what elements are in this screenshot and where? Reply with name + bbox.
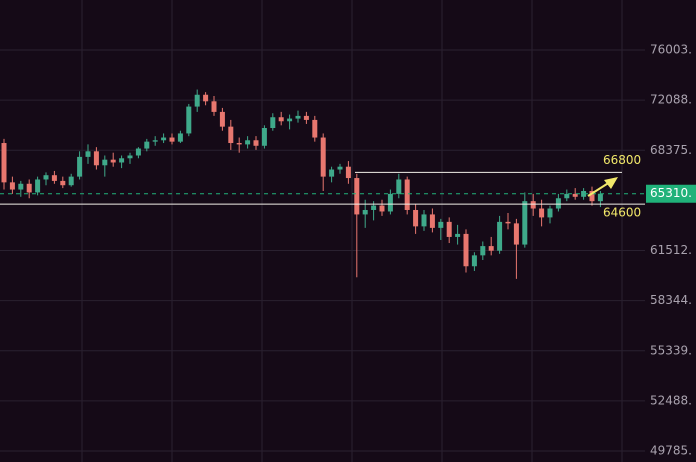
candle-body — [513, 223, 519, 245]
candle-body — [329, 169, 335, 177]
candle-body — [43, 175, 49, 180]
candle-body — [438, 221, 444, 228]
candle-body — [194, 94, 200, 107]
candle-body — [413, 209, 419, 227]
candle-body — [455, 233, 461, 237]
y-tick-label: 72088. — [650, 93, 692, 107]
candle-body — [26, 183, 32, 193]
candle-body — [597, 193, 603, 202]
candle-body — [1, 143, 7, 183]
candle-body — [35, 179, 41, 193]
y-tick-label: 55339. — [650, 343, 692, 357]
annotation-arrow — [587, 181, 611, 197]
candle-body — [169, 137, 175, 142]
candle-body — [379, 205, 385, 212]
candle-body — [497, 221, 503, 251]
last-price-tag — [646, 184, 696, 203]
candle-body — [68, 176, 74, 186]
level-label: 64600 — [603, 206, 641, 220]
candle-body — [539, 208, 545, 218]
annotation-arrowhead — [604, 177, 618, 189]
vertical-grid — [81, 0, 623, 462]
candle-body — [320, 137, 326, 177]
candle-body — [203, 94, 209, 102]
candle-body — [522, 201, 528, 245]
candle-body — [236, 143, 242, 145]
candle-body — [261, 128, 267, 146]
candle-body — [345, 166, 351, 179]
candle-body — [253, 140, 259, 146]
candle-body — [211, 101, 217, 112]
candle-body — [77, 156, 83, 177]
candle-body — [152, 140, 158, 142]
candle-body — [110, 159, 116, 163]
candle-body — [119, 158, 125, 163]
candle-body — [9, 182, 15, 190]
candle-body — [362, 209, 368, 215]
candle-body — [287, 118, 293, 122]
candle-body — [161, 137, 167, 141]
candle-body — [371, 205, 377, 210]
candle-body — [144, 141, 150, 149]
candle-body — [488, 246, 494, 251]
level-label: 66800 — [603, 153, 641, 167]
candle-body — [303, 115, 309, 120]
candle-body — [186, 106, 192, 134]
y-tick-label: 76003. — [650, 43, 692, 57]
candle-body — [471, 255, 477, 267]
candle-body — [102, 159, 108, 166]
candle-body — [480, 246, 486, 256]
candle-body — [270, 117, 276, 129]
candle-body — [404, 179, 410, 210]
candle-body — [572, 193, 578, 197]
candle-body — [135, 148, 141, 156]
candle-body — [581, 190, 587, 197]
candle-body — [228, 126, 234, 144]
y-tick-label: 49785. — [650, 444, 692, 458]
candle-body — [127, 155, 133, 159]
candle-body — [505, 221, 511, 224]
candle-body — [396, 179, 402, 194]
candle-body — [337, 166, 343, 170]
candle-body — [312, 119, 318, 138]
candle-body — [278, 117, 284, 122]
candle-body — [60, 180, 66, 186]
candle-body — [564, 193, 570, 199]
candle-body — [387, 193, 393, 212]
candle-body — [18, 183, 24, 190]
candle-body — [463, 233, 469, 267]
candle-body — [421, 214, 427, 227]
y-tick-label: 68375. — [650, 143, 692, 157]
candle-body — [93, 151, 99, 166]
candle-body — [51, 175, 57, 181]
candle-body — [547, 208, 553, 218]
candle-body — [245, 140, 251, 145]
candle-body — [219, 111, 225, 127]
candle-body — [589, 190, 595, 202]
candle-body — [446, 221, 452, 237]
last-price-label: 65310. — [650, 186, 692, 200]
candle-body — [530, 201, 536, 209]
y-tick-label: 52488. — [650, 393, 692, 407]
y-tick-label: 61512. — [650, 243, 692, 257]
y-tick-label: 58344. — [650, 293, 692, 307]
candle-body — [429, 214, 435, 228]
candle-body — [354, 178, 360, 215]
candle-body — [85, 151, 91, 157]
candle-body — [177, 133, 183, 142]
candle-body — [295, 115, 301, 119]
candle-body — [555, 198, 561, 209]
